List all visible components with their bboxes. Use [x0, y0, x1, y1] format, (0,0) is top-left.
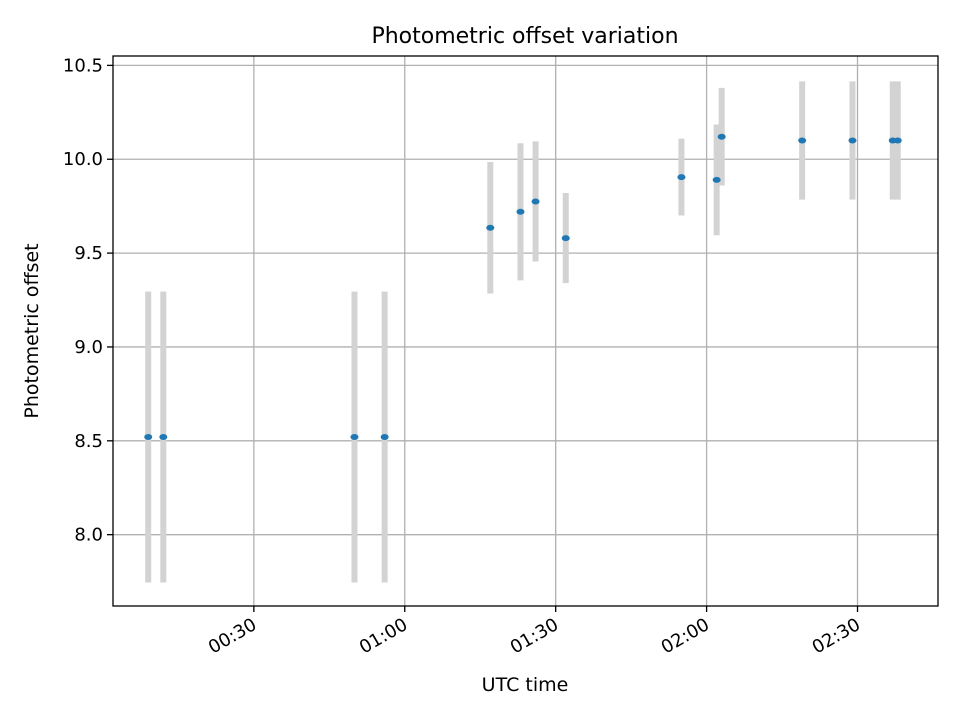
data-point — [516, 208, 525, 215]
x-axis-label: UTC time — [482, 674, 569, 696]
y-tick-label: 9.5 — [74, 243, 103, 264]
data-point — [486, 224, 495, 231]
y-tick-label: 8.0 — [74, 525, 103, 546]
y-axis-label: Photometric offset — [21, 243, 43, 418]
data-point — [798, 137, 807, 144]
y-tick-label: 10.5 — [63, 55, 103, 76]
plot-frame — [112, 55, 939, 607]
data-point — [717, 133, 726, 140]
data-point — [848, 137, 857, 144]
data-point — [712, 176, 721, 183]
data-point — [531, 198, 540, 205]
data-point — [350, 434, 359, 441]
data-point — [159, 434, 168, 441]
data-point — [561, 235, 570, 242]
y-tick-label: 9.0 — [74, 337, 103, 358]
data-point — [144, 434, 153, 441]
data-point — [380, 434, 389, 441]
y-tick-label: 8.5 — [74, 431, 103, 452]
data-point — [677, 174, 686, 181]
y-axis-ticks: 8.0 8.5 9.0 9.5 10.0 10.5 — [63, 55, 113, 546]
data-point — [893, 137, 902, 144]
data-points — [144, 133, 902, 441]
chart-title: Photometric offset variation — [371, 24, 678, 49]
y-tick-label: 10.0 — [63, 149, 103, 170]
